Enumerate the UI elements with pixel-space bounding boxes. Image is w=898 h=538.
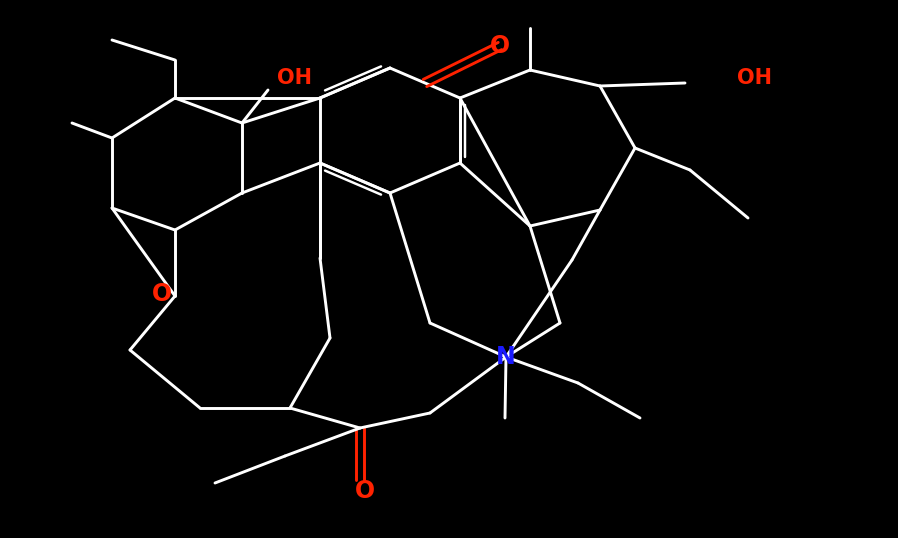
Text: O: O bbox=[355, 479, 375, 503]
Text: N: N bbox=[496, 345, 515, 369]
Text: O: O bbox=[152, 282, 172, 306]
Text: O: O bbox=[490, 34, 510, 58]
Text: OH: OH bbox=[737, 68, 772, 88]
Text: OH: OH bbox=[277, 68, 313, 88]
